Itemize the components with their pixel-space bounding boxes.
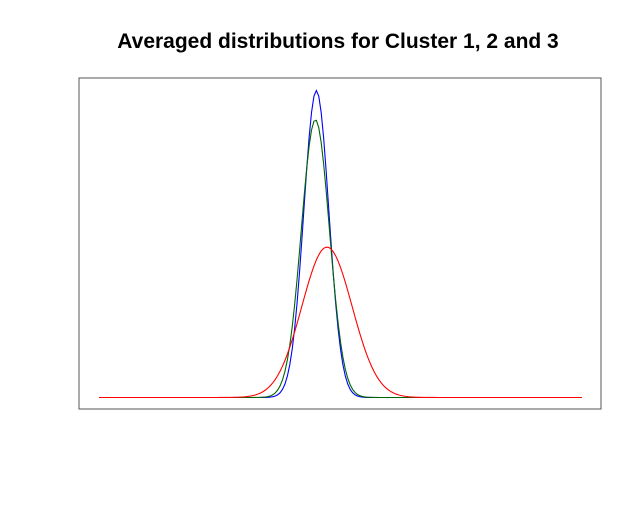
plot-frame: [78, 77, 602, 410]
series-line-3: [99, 246, 582, 399]
series-line-2: [99, 119, 582, 399]
series-line-1: [99, 89, 582, 399]
chart-title: Averaged distributions for Cluster 1, 2 …: [117, 30, 558, 53]
series-layer: [99, 89, 582, 399]
